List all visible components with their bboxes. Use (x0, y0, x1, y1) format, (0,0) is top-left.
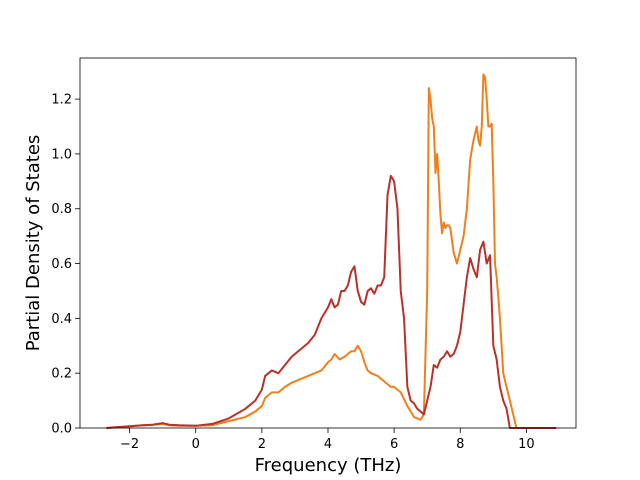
y-tick-label: 0.0 (51, 422, 72, 437)
x-tick-label: 8 (456, 437, 464, 452)
x-axis-label: Frequency (THz) (255, 455, 402, 476)
x-tick-label: 10 (518, 437, 535, 452)
x-tick-label: 6 (390, 437, 398, 452)
series-line-1 (106, 73, 557, 429)
y-tick-label: 0.4 (51, 312, 72, 327)
y-tick-label: 1.0 (51, 147, 72, 162)
x-tick-label: 2 (258, 437, 266, 452)
x-tick-label: 0 (192, 437, 200, 452)
y-tick-label: 0.2 (51, 367, 72, 382)
y-tick-label: 0.6 (51, 257, 72, 272)
y-axis-label: Partial Density of States (23, 135, 44, 352)
y-axis: 0.0 0.2 0.4 0.6 0.8 1.0 1.2 (51, 93, 80, 437)
x-tick-label: −2 (120, 437, 139, 452)
axes-frame (79, 57, 577, 429)
series-line-2 (106, 174, 557, 429)
y-tick-label: 0.8 (51, 202, 72, 217)
x-axis: −2 0 2 4 6 8 10 (120, 428, 535, 452)
y-tick-label: 1.2 (51, 93, 72, 108)
plot-area (106, 73, 557, 429)
x-tick-label: 4 (324, 437, 332, 452)
